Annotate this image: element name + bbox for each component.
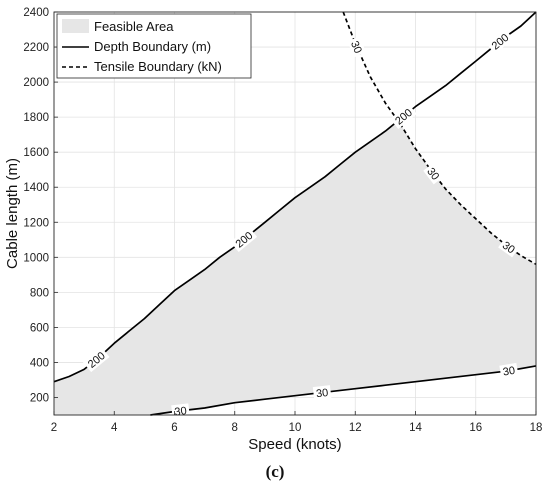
y-tick-label-11: 2400 xyxy=(23,7,49,19)
y-tick-label-7: 1600 xyxy=(23,147,49,159)
contour-label-4: 30 xyxy=(171,403,190,418)
contour-label-text-5: 30 xyxy=(315,387,329,400)
series-layer xyxy=(53,11,537,416)
feasible-area xyxy=(54,121,536,416)
contour-label-text-8: 30 xyxy=(424,166,441,183)
contour-label-bg-5 xyxy=(312,385,332,401)
x-tick-label-6: 14 xyxy=(409,422,422,434)
contour-label-bg-2 xyxy=(390,103,417,129)
x-tick-label-8: 18 xyxy=(530,422,543,434)
contour-label-9: 30 xyxy=(498,236,520,258)
y-axis-ticks: 200 400 600 800 1000 1200 1400 1600 1800 2000 2200… xyxy=(23,7,58,404)
x-tick-label-4: 10 xyxy=(289,422,302,434)
contour-label-bg-8 xyxy=(423,162,445,185)
contour-label-bg-1 xyxy=(230,226,258,252)
legend-label-depth-boundary: Depth Boundary (m) xyxy=(94,39,211,54)
y-tick-label-9: 2000 xyxy=(23,77,49,89)
y-tick-label-3: 800 xyxy=(30,287,49,299)
contour-label-bg-4 xyxy=(171,403,190,419)
feasible-area-layer xyxy=(54,121,536,416)
contour-label-6: 30 xyxy=(499,362,519,379)
y-tick-label-0: 200 xyxy=(30,392,49,404)
contour-label-text-4: 30 xyxy=(174,405,188,418)
x-tick-label-2: 6 xyxy=(171,422,177,434)
y-tick-label-10: 2200 xyxy=(23,42,49,54)
legend-swatch-feasible-area xyxy=(62,19,89,33)
x-tick-label-0: 2 xyxy=(51,422,57,434)
y-tick-label-2: 600 xyxy=(30,322,49,334)
contour-label-bg-9 xyxy=(498,236,520,258)
legend: Feasible Area Depth Boundary (m) Tensile… xyxy=(56,13,252,79)
y-axis-label: Cable length (m) xyxy=(4,158,21,269)
contour-label-8: 30 xyxy=(423,162,445,185)
x-axis-label: Speed (knots) xyxy=(248,436,341,453)
series-line-1 xyxy=(150,365,537,416)
y-tick-label-6: 1400 xyxy=(23,182,49,194)
legend-label-feasible-area: Feasible Area xyxy=(94,19,174,34)
contour-label-bg-6 xyxy=(499,362,519,379)
x-axis-ticks: 2 4 6 8 10 12 14 16 18 xyxy=(51,411,543,434)
legend-label-tensile-boundary: Tensile Boundary (kN) xyxy=(94,59,222,74)
contour-label-bg-0 xyxy=(82,347,110,373)
contour-label-7: 30 xyxy=(347,36,367,58)
y-tick-label-1: 400 xyxy=(30,357,49,369)
x-tick-label-3: 8 xyxy=(232,422,238,434)
panel-label: (c) xyxy=(265,462,285,481)
contour-label-text-9: 30 xyxy=(500,239,517,256)
x-tick-label-5: 12 xyxy=(349,422,362,434)
contour-label-bg-7 xyxy=(347,36,367,58)
y-tick-label-5: 1200 xyxy=(23,217,49,229)
legend-box xyxy=(56,13,252,79)
contour-label-text-6: 30 xyxy=(502,365,516,379)
contour-label-bg-3 xyxy=(486,28,514,54)
contour-label-text-7: 30 xyxy=(348,39,364,55)
series-line-0 xyxy=(53,11,537,383)
contour-label-5: 30 xyxy=(312,385,332,401)
y-tick-label-4: 1000 xyxy=(23,252,49,264)
x-tick-label-1: 4 xyxy=(111,422,118,434)
y-tick-label-8: 1800 xyxy=(23,112,49,124)
x-tick-label-7: 16 xyxy=(469,422,482,434)
